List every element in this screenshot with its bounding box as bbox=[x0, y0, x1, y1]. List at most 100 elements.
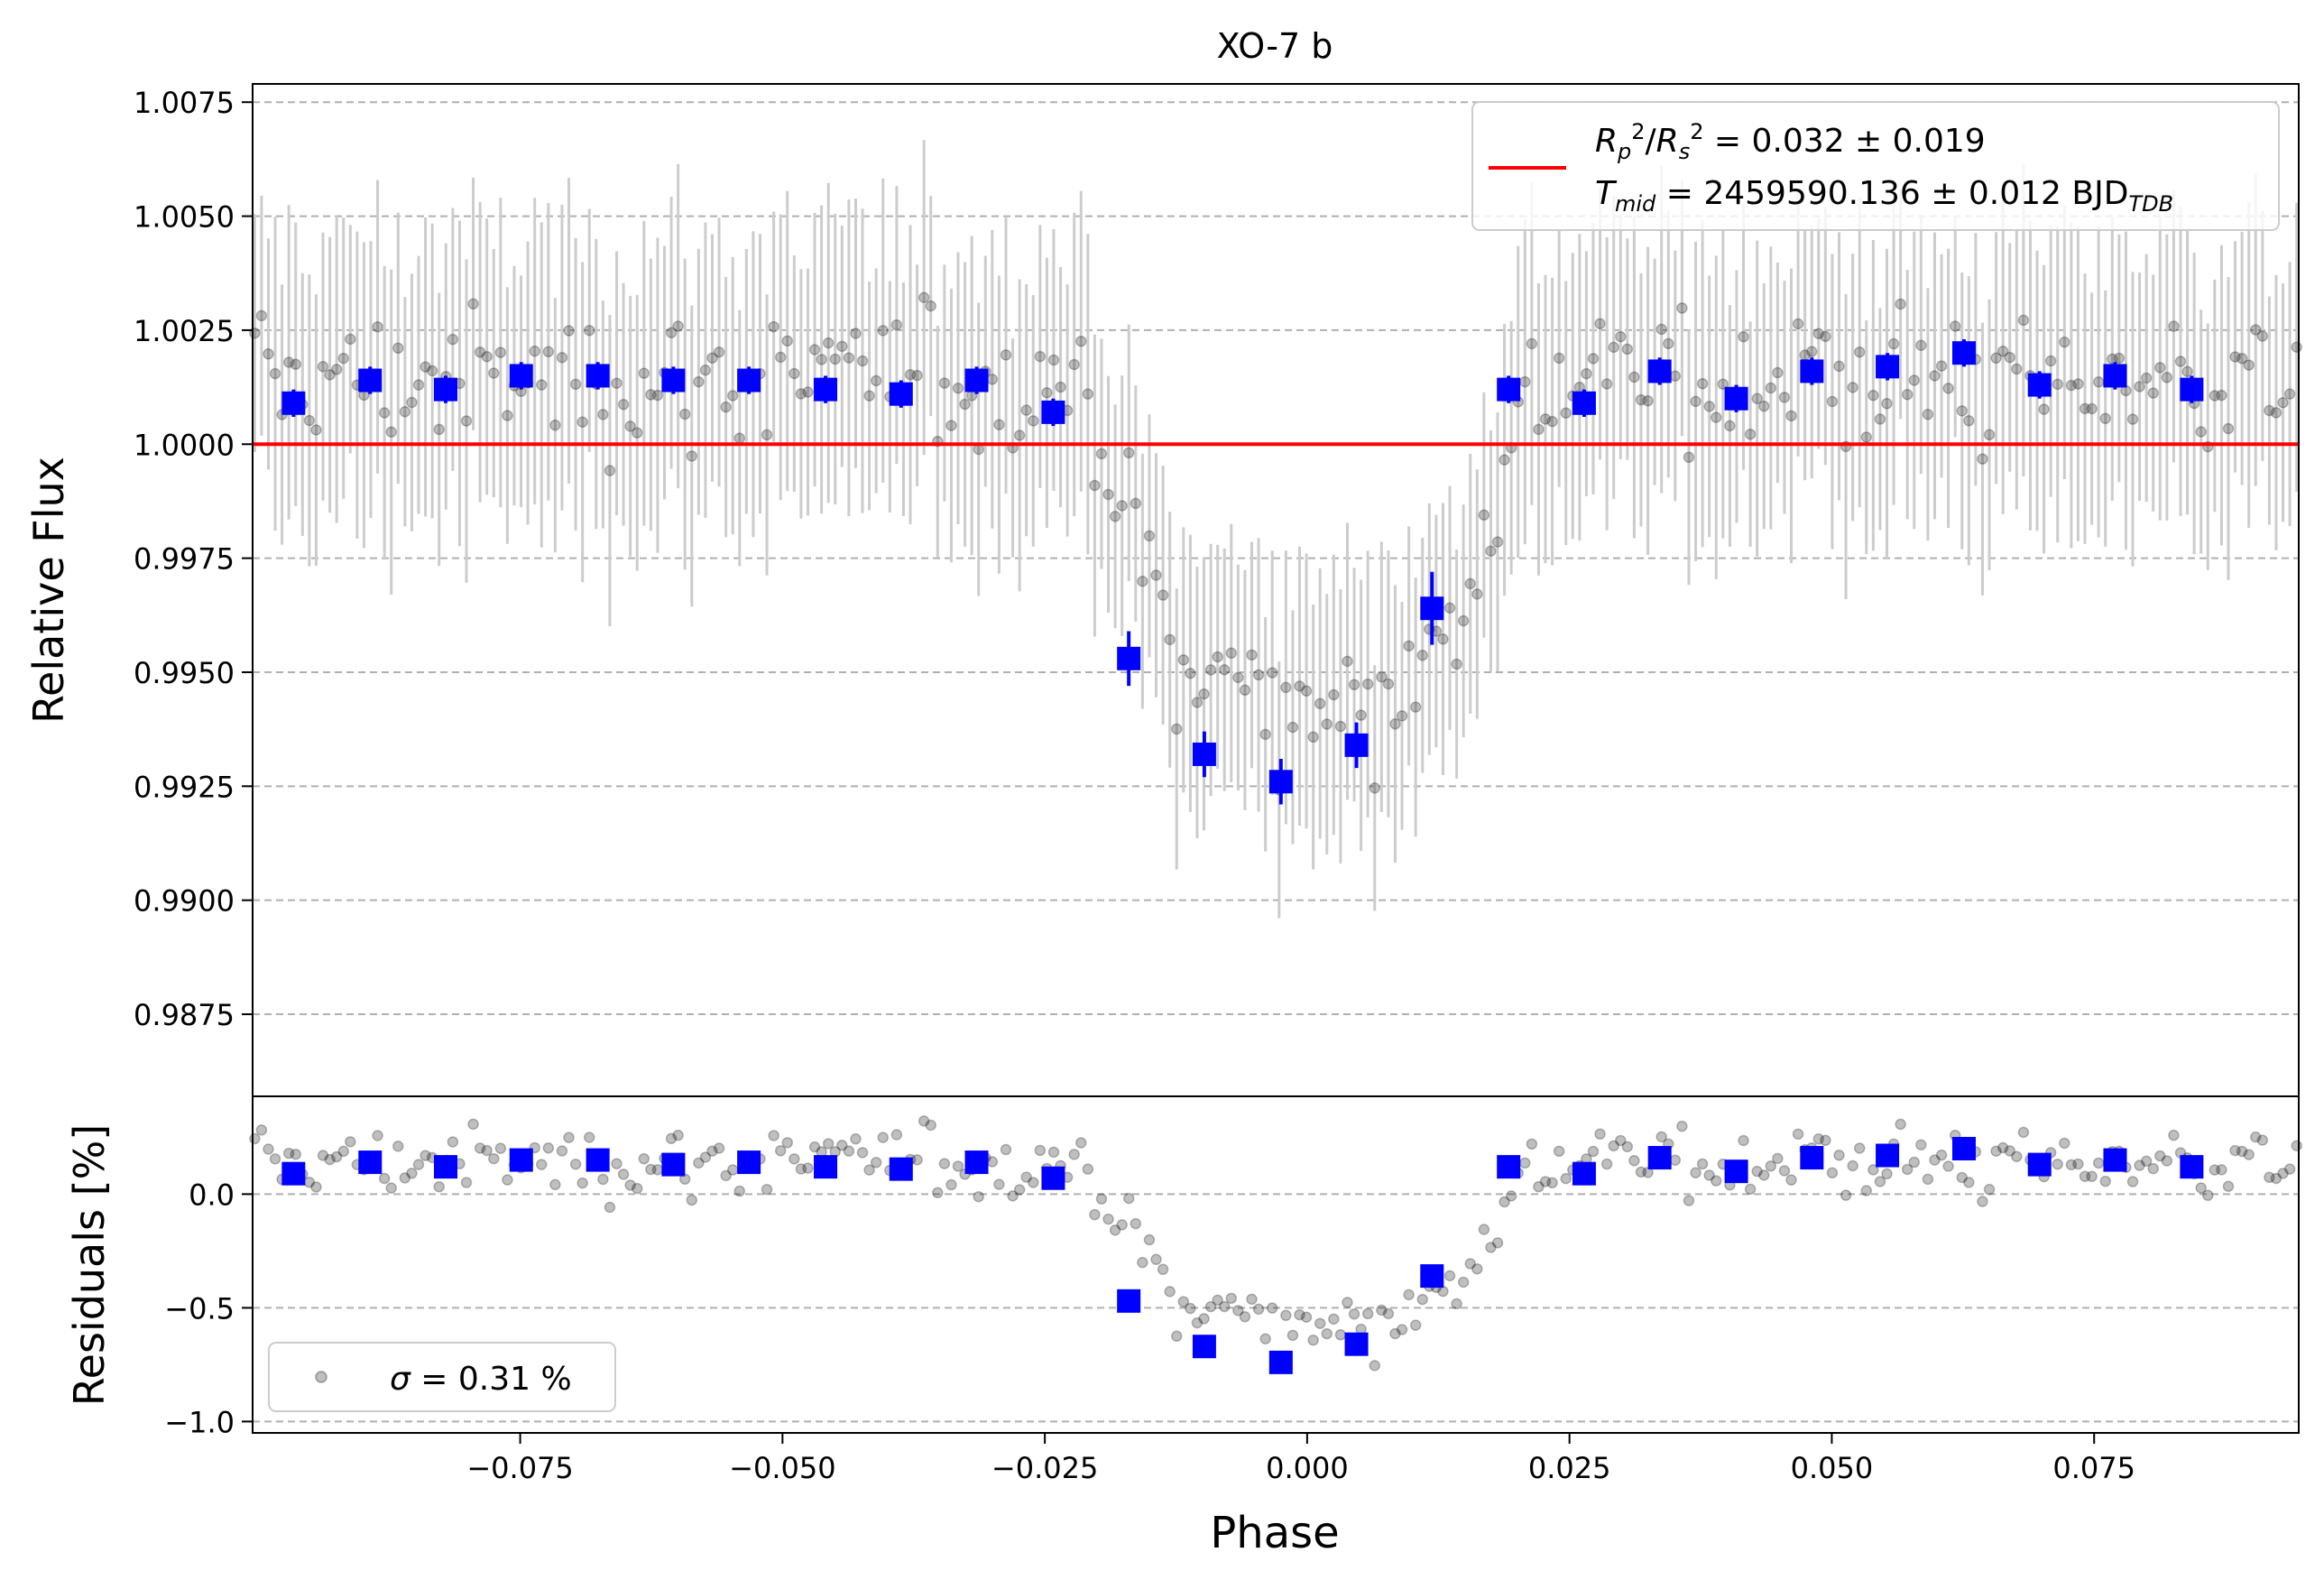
top-data-point bbox=[1724, 420, 1736, 432]
top-data-point bbox=[345, 333, 356, 346]
top-data-point bbox=[317, 361, 329, 373]
top-data-point bbox=[1581, 367, 1592, 380]
top-data-point bbox=[372, 320, 383, 333]
bottom-y-ticks: −1.0 −0.5 0.0 bbox=[164, 1178, 253, 1439]
top-data-point bbox=[1300, 685, 1313, 697]
top-data-point bbox=[1471, 588, 1483, 600]
bottom-binned-point bbox=[1041, 1166, 1065, 1190]
bottom-data-point bbox=[1826, 1167, 1839, 1179]
top-data-point bbox=[1757, 400, 1770, 412]
top-data-point bbox=[1805, 346, 1818, 357]
legend-t-symbol: T bbox=[1595, 175, 1618, 212]
top-data-point bbox=[699, 365, 712, 376]
top-data-point bbox=[330, 364, 343, 375]
top-data-point bbox=[1041, 387, 1053, 399]
bottom-data-point bbox=[2017, 1126, 2030, 1139]
top-data-point bbox=[1047, 354, 1060, 366]
bottom-data-point bbox=[836, 1140, 848, 1151]
top-data-point bbox=[1717, 378, 1729, 390]
bottom-data-point bbox=[1977, 1196, 1988, 1207]
bottom-data-point bbox=[392, 1141, 404, 1152]
bottom-data-point bbox=[1259, 1333, 1271, 1344]
top-data-point bbox=[2147, 387, 2159, 399]
legend-data-swatch bbox=[315, 1371, 327, 1383]
top-data-point bbox=[1478, 509, 1490, 522]
top-data-point bbox=[617, 398, 630, 411]
top-data-point bbox=[1334, 720, 1347, 733]
top-y-tick-label: 0.9900 bbox=[134, 884, 235, 919]
bottom-data-point bbox=[1307, 1334, 1319, 1346]
top-data-point bbox=[1942, 383, 1954, 394]
top-data-point bbox=[1204, 664, 1217, 676]
bottom-data-point bbox=[781, 1137, 794, 1149]
top-data-point bbox=[2270, 407, 2282, 419]
top-data-point bbox=[1499, 454, 1510, 466]
top-data-point bbox=[686, 450, 698, 462]
bottom-data-point bbox=[583, 1132, 595, 1143]
bottom-binned-point bbox=[586, 1148, 610, 1172]
top-data-point bbox=[1868, 389, 1879, 402]
top-data-point bbox=[1526, 337, 1538, 350]
bottom-data-point bbox=[1868, 1164, 1879, 1176]
bottom-data-point bbox=[1478, 1224, 1490, 1235]
bottom-data-point bbox=[1075, 1137, 1087, 1149]
bottom-data-point bbox=[1409, 1319, 1422, 1331]
top-data-point bbox=[1198, 688, 1210, 700]
top-data-point bbox=[556, 352, 568, 364]
bottom-data-point bbox=[1744, 1183, 1757, 1196]
top-data-point bbox=[1314, 697, 1326, 709]
top-data-point bbox=[1983, 429, 1996, 441]
top-data-point bbox=[2134, 381, 2145, 393]
bottom-data-point bbox=[536, 1159, 548, 1170]
bottom-data-point bbox=[1560, 1172, 1572, 1185]
top-data-point bbox=[2011, 363, 2023, 375]
top-binned-point bbox=[1497, 377, 1521, 402]
bottom-data-point bbox=[973, 1190, 984, 1203]
top-data-point bbox=[412, 379, 425, 391]
top-data-point bbox=[870, 374, 882, 387]
top-data-point bbox=[808, 344, 821, 356]
top-data-point bbox=[986, 374, 999, 385]
top-data-point bbox=[768, 320, 779, 333]
bottom-data-point bbox=[808, 1141, 821, 1153]
top-data-point bbox=[822, 337, 835, 349]
bottom-data-point bbox=[447, 1136, 459, 1148]
top-data-point bbox=[993, 419, 1005, 430]
bottom-data-point bbox=[2134, 1159, 2145, 1171]
x-tick-label: −0.075 bbox=[466, 1451, 573, 1485]
bottom-data-point bbox=[1082, 1163, 1094, 1175]
top-data-point bbox=[1464, 577, 1476, 590]
top-y-tick-label: 0.9950 bbox=[134, 656, 235, 690]
bottom-data-point bbox=[1089, 1208, 1101, 1221]
top-data-point bbox=[269, 367, 281, 380]
bottom-data-point bbox=[2086, 1170, 2098, 1183]
x-tick-label: 0.000 bbox=[1266, 1451, 1349, 1485]
top-data-point bbox=[2222, 422, 2235, 435]
x-tick-label: 0.025 bbox=[1528, 1451, 1611, 1485]
bottom-data-point bbox=[481, 1144, 493, 1157]
top-data-point bbox=[1949, 320, 1961, 332]
bottom-data-point bbox=[1600, 1158, 1613, 1170]
bottom-data-point bbox=[290, 1148, 301, 1160]
top-y-axis-label: Relative Flux bbox=[24, 457, 73, 724]
bottom-data-point bbox=[324, 1153, 336, 1166]
bottom-data-point bbox=[2195, 1182, 2207, 1194]
bottom-data-point bbox=[1847, 1159, 1858, 1172]
top-data-point bbox=[1997, 346, 2009, 357]
top-data-point bbox=[1409, 701, 1422, 713]
bottom-data-point bbox=[1376, 1304, 1388, 1316]
top-data-point bbox=[1929, 370, 1941, 382]
top-data-point bbox=[1116, 500, 1128, 512]
bottom-data-point bbox=[2011, 1150, 2023, 1163]
top-data-point bbox=[1403, 640, 1415, 652]
bottom-data-point bbox=[1655, 1131, 1667, 1143]
bottom-data-point bbox=[2283, 1163, 2296, 1175]
top-data-point bbox=[1416, 650, 1428, 661]
top-data-point bbox=[2216, 389, 2227, 402]
bottom-data-point bbox=[317, 1150, 329, 1161]
top-data-point bbox=[2079, 402, 2091, 415]
top-data-point bbox=[720, 401, 732, 413]
bottom-data-point bbox=[1696, 1158, 1709, 1170]
top-data-point bbox=[850, 328, 862, 339]
